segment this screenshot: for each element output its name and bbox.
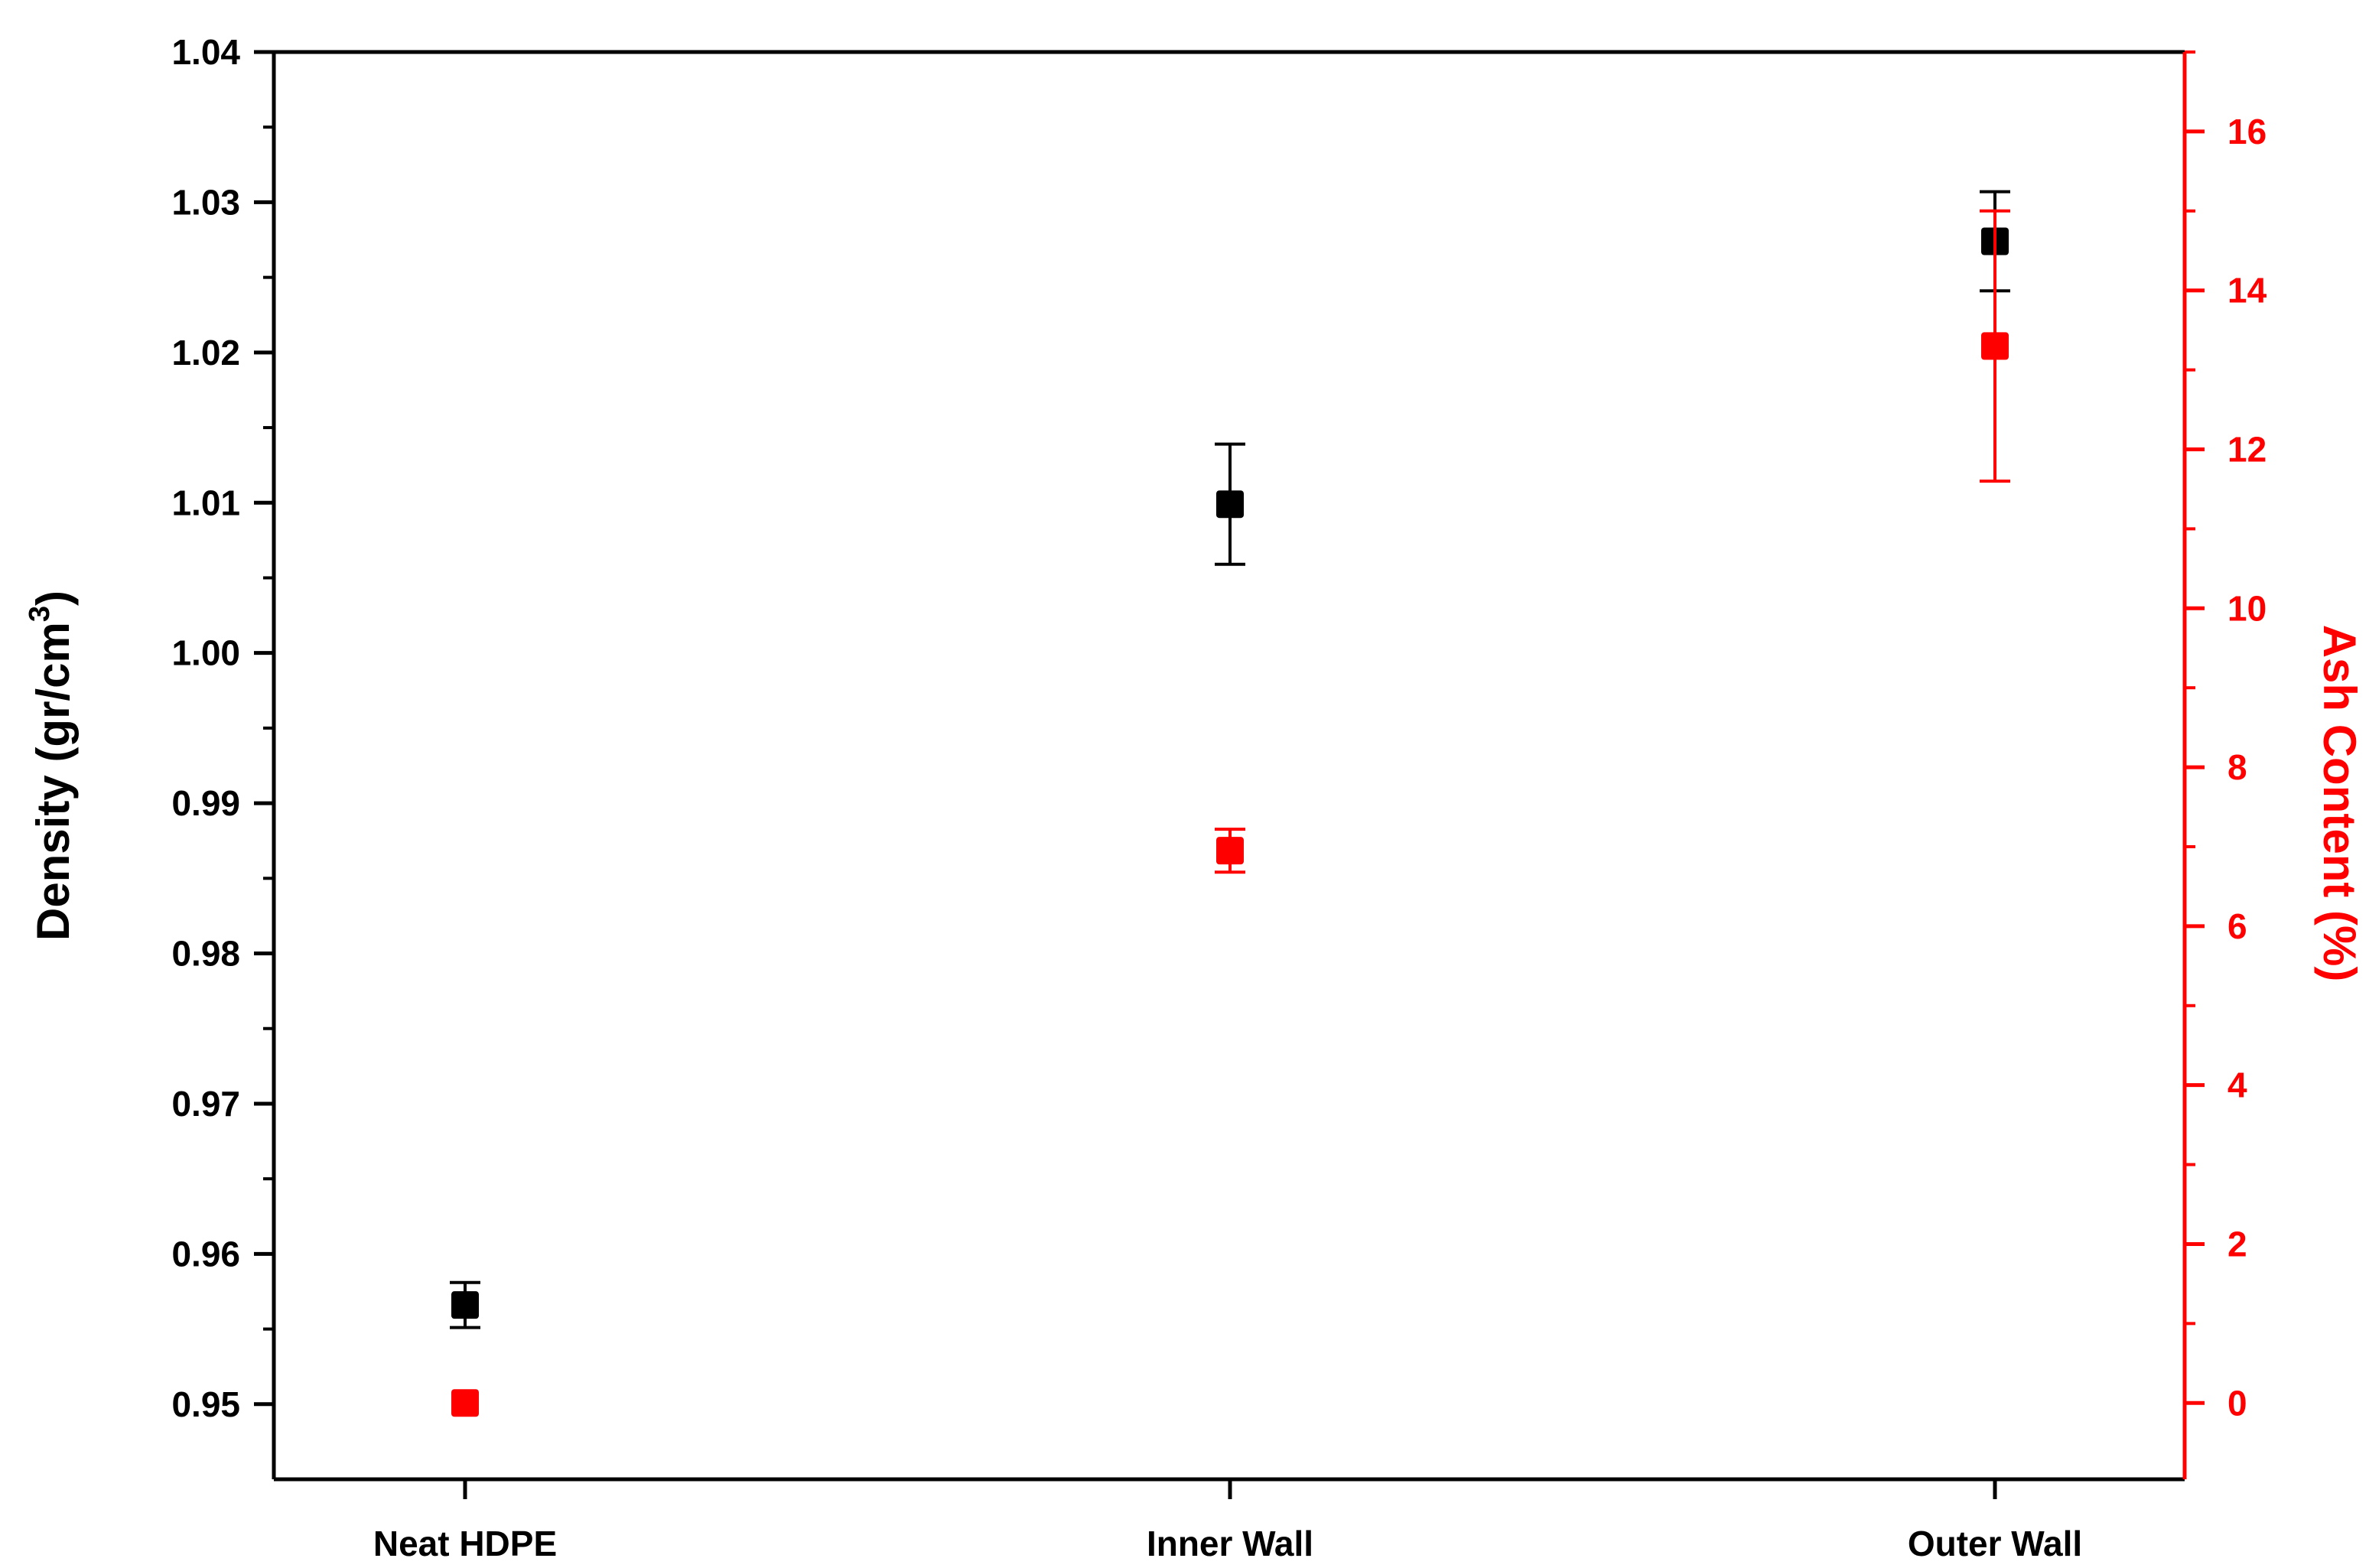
left-tick-label: 1.00 <box>171 633 240 673</box>
left-tick-label: 0.97 <box>171 1084 240 1124</box>
right-tick-label: 8 <box>2227 747 2247 787</box>
x-tick-label: Outer Wall <box>1908 1524 2082 1563</box>
ash-point <box>451 1389 479 1417</box>
right-tick-label: 12 <box>2227 429 2266 469</box>
right-tick-label: 2 <box>2227 1224 2247 1264</box>
right-tick-label: 4 <box>2227 1065 2247 1105</box>
left-tick-label: 1.02 <box>171 333 240 372</box>
left-tick-label: 1.04 <box>171 32 240 72</box>
axes-group <box>254 50 2205 1499</box>
ash-point <box>1981 332 2009 360</box>
x-tick-label: Neat HDPE <box>373 1524 557 1563</box>
left-tick-label: 0.98 <box>171 934 240 974</box>
axis-labels: 0.95 0.96 0.97 0.98 0.99 1.00 1.01 1.02 1.03 1.04… <box>24 32 2365 1563</box>
right-tick-label: 10 <box>2227 588 2266 628</box>
right-tick-label: 0 <box>2227 1383 2247 1423</box>
density-point <box>1216 490 1244 519</box>
data-marks <box>450 190 2010 1417</box>
left-tick-label: 0.95 <box>171 1384 240 1424</box>
x-tick-label: Inner Wall <box>1147 1524 1313 1563</box>
left-axis-title: Density (gr/cm3) <box>24 590 79 941</box>
left-tick-label: 0.99 <box>171 783 240 823</box>
right-tick-label: 16 <box>2227 112 2266 151</box>
left-tick-label: 1.01 <box>171 483 240 522</box>
left-tick-label: 1.03 <box>171 182 240 222</box>
right-tick-label: 14 <box>2227 271 2267 311</box>
density-point <box>451 1291 479 1319</box>
right-tick-label: 6 <box>2227 906 2247 946</box>
left-tick-label: 0.96 <box>171 1234 240 1274</box>
right-axis-title: Ash Content (%) <box>2314 625 2365 982</box>
ash-point <box>1216 837 1244 865</box>
